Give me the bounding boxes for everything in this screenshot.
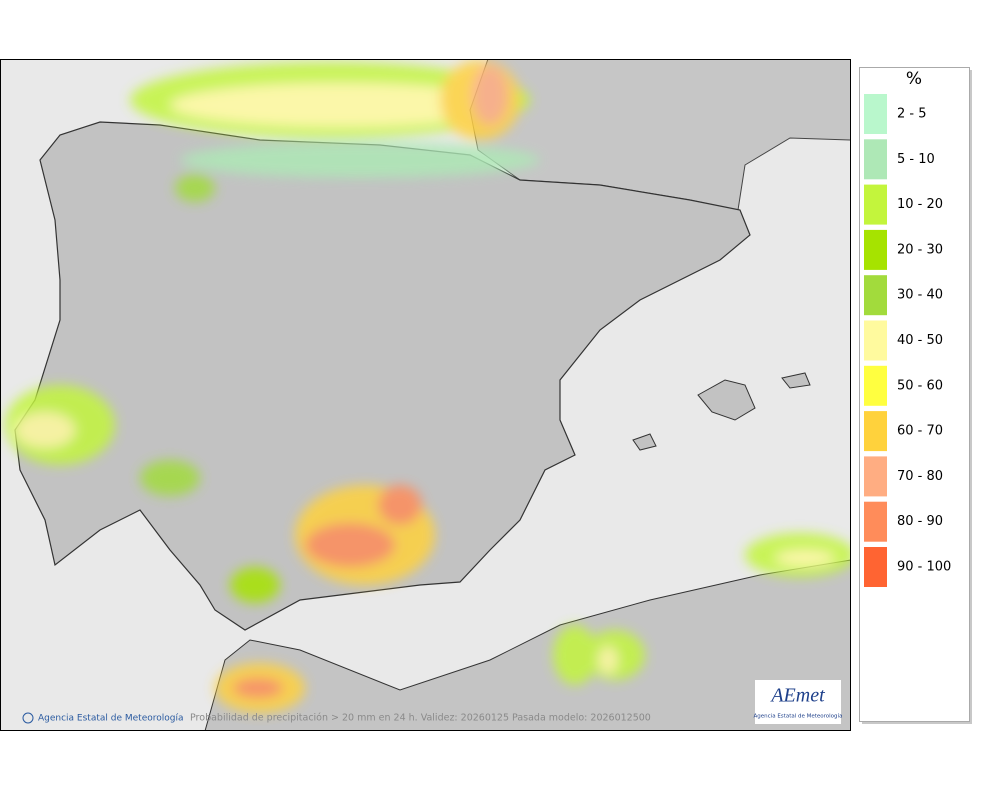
logo-name: AEmet <box>769 685 825 707</box>
legend-swatch <box>864 139 887 180</box>
legend-swatch <box>864 501 887 542</box>
copyright-icon <box>22 712 34 724</box>
precipitation-areas <box>5 60 850 713</box>
legend-swatch <box>864 275 887 316</box>
legend-swatch <box>864 320 887 361</box>
agency-credit: Agencia Estatal de Meteorología <box>38 714 184 724</box>
mallorca <box>697 379 756 421</box>
legend-label: 80 - 90 <box>897 514 943 529</box>
legend-swatch <box>864 365 887 406</box>
legend-label: 10 - 20 <box>897 197 943 212</box>
menorca <box>781 372 811 389</box>
legend-label: 5 - 10 <box>897 152 935 167</box>
legend-items: 2 - 5 5 - 10 10 - 20 20 - 30 30 - 40 40 - 50 5… <box>864 94 951 587</box>
ibiza <box>632 433 657 451</box>
map-frame <box>0 59 851 731</box>
legend-swatch <box>864 411 887 452</box>
legend-label: 70 - 80 <box>897 469 943 484</box>
legend-label: 50 - 60 <box>897 378 943 393</box>
legend-swatch <box>864 184 887 225</box>
map <box>1 60 850 730</box>
legend-title: % <box>906 69 922 89</box>
legend-label: 30 - 40 <box>897 288 943 303</box>
legend-label: 20 - 30 <box>897 242 943 257</box>
legend-swatch <box>864 94 887 134</box>
legend-label: 90 - 100 <box>897 560 951 575</box>
map-caption: Probabilidad de precipitación > 20 mm en… <box>190 713 651 724</box>
legend-swatch <box>864 456 887 497</box>
legend-swatch <box>864 229 887 270</box>
legend-label: 2 - 5 <box>897 107 927 122</box>
logo-subtitle: Agencia Estatal de Meteorología <box>754 713 843 720</box>
legend-label: 40 - 50 <box>897 333 943 348</box>
africa <box>204 559 850 730</box>
legend-swatch <box>864 547 887 587</box>
legend-label: 60 - 70 <box>897 424 943 439</box>
logo-box <box>755 680 841 724</box>
